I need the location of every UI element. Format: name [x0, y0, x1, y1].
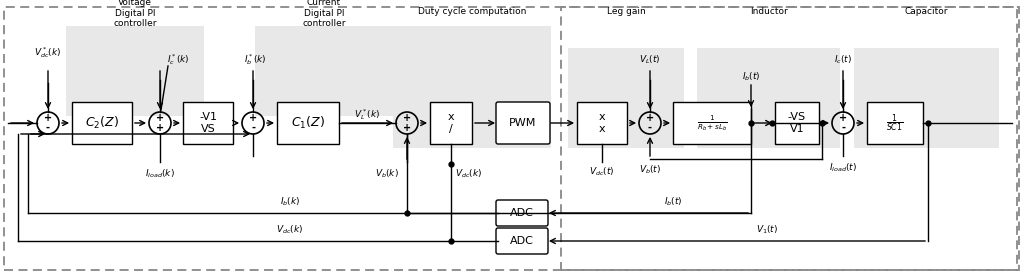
Text: -VS
V1: -VS V1 — [787, 112, 806, 134]
Text: $V_1(t)$: $V_1(t)$ — [756, 224, 778, 236]
Text: $I_c(t)$: $I_c(t)$ — [834, 54, 852, 66]
FancyBboxPatch shape — [673, 102, 751, 144]
Text: $I_b(t)$: $I_b(t)$ — [741, 71, 761, 83]
FancyBboxPatch shape — [183, 102, 233, 144]
Text: $V_b(k)$: $V_b(k)$ — [375, 167, 399, 180]
FancyBboxPatch shape — [496, 228, 548, 254]
Text: -: - — [251, 123, 255, 133]
Text: -V1
VS: -V1 VS — [199, 112, 217, 134]
FancyBboxPatch shape — [393, 26, 551, 148]
Text: +: + — [156, 123, 164, 133]
Text: $V_b(t)$: $V_b(t)$ — [639, 164, 662, 177]
Text: +: + — [646, 113, 654, 123]
FancyBboxPatch shape — [66, 26, 204, 116]
Text: +: + — [402, 113, 411, 123]
Text: +: + — [402, 123, 411, 133]
Text: $V_L^*(k)$: $V_L^*(k)$ — [354, 108, 381, 123]
Text: $V_{dc}(k)$: $V_{dc}(k)$ — [456, 168, 482, 180]
Text: -: - — [841, 123, 845, 133]
Text: Capacitor: Capacitor — [904, 6, 948, 16]
FancyBboxPatch shape — [430, 102, 472, 144]
Text: ADC: ADC — [510, 208, 534, 218]
FancyBboxPatch shape — [697, 48, 840, 148]
Text: +: + — [156, 113, 164, 123]
FancyBboxPatch shape — [568, 48, 684, 148]
Text: $V_L(t)$: $V_L(t)$ — [639, 54, 660, 66]
Text: $I_{load}(k)$: $I_{load}(k)$ — [145, 168, 175, 180]
FancyBboxPatch shape — [496, 200, 548, 226]
Text: $C_2(Z)$: $C_2(Z)$ — [85, 115, 119, 131]
Text: x
x: x x — [599, 112, 605, 134]
Text: Current
Digital PI
controller: Current Digital PI controller — [302, 0, 346, 28]
Text: $V_{dc}^*(k)$: $V_{dc}^*(k)$ — [35, 46, 61, 60]
FancyBboxPatch shape — [775, 102, 819, 144]
FancyBboxPatch shape — [255, 26, 393, 116]
Text: $I_{load}(t)$: $I_{load}(t)$ — [829, 162, 857, 175]
FancyBboxPatch shape — [278, 102, 339, 144]
Text: $C_1(Z)$: $C_1(Z)$ — [291, 115, 325, 131]
Text: $I_b(t)$: $I_b(t)$ — [665, 195, 683, 208]
Text: $I_b(k)$: $I_b(k)$ — [280, 195, 300, 208]
Text: Inductor: Inductor — [751, 6, 787, 16]
Text: $V_{dc}(t)$: $V_{dc}(t)$ — [589, 166, 614, 178]
FancyBboxPatch shape — [577, 102, 627, 144]
Text: ADC: ADC — [510, 236, 534, 246]
Text: $\frac{1}{SC1}$: $\frac{1}{SC1}$ — [887, 112, 903, 134]
Text: +: + — [839, 113, 847, 123]
FancyBboxPatch shape — [496, 102, 550, 144]
FancyBboxPatch shape — [854, 48, 999, 148]
Text: $I_c^*(k)$: $I_c^*(k)$ — [167, 53, 189, 68]
Text: Duty cycle computation: Duty cycle computation — [418, 6, 526, 16]
Text: -: - — [648, 123, 652, 133]
Text: $\frac{1}{R_b+sL_b}$: $\frac{1}{R_b+sL_b}$ — [696, 113, 727, 133]
Text: PWM: PWM — [509, 118, 537, 128]
Text: $V_{dc}(k)$: $V_{dc}(k)$ — [276, 224, 304, 236]
Text: +: + — [249, 113, 257, 123]
Text: $I_b^*(k)$: $I_b^*(k)$ — [244, 53, 266, 68]
Text: Leg gain: Leg gain — [606, 6, 645, 16]
FancyBboxPatch shape — [867, 102, 923, 144]
Text: x
/: x / — [447, 112, 455, 134]
Text: +: + — [44, 113, 52, 123]
Text: -: - — [46, 123, 50, 133]
Text: Voltage
Digital PI
controller: Voltage Digital PI controller — [114, 0, 157, 28]
FancyBboxPatch shape — [72, 102, 132, 144]
